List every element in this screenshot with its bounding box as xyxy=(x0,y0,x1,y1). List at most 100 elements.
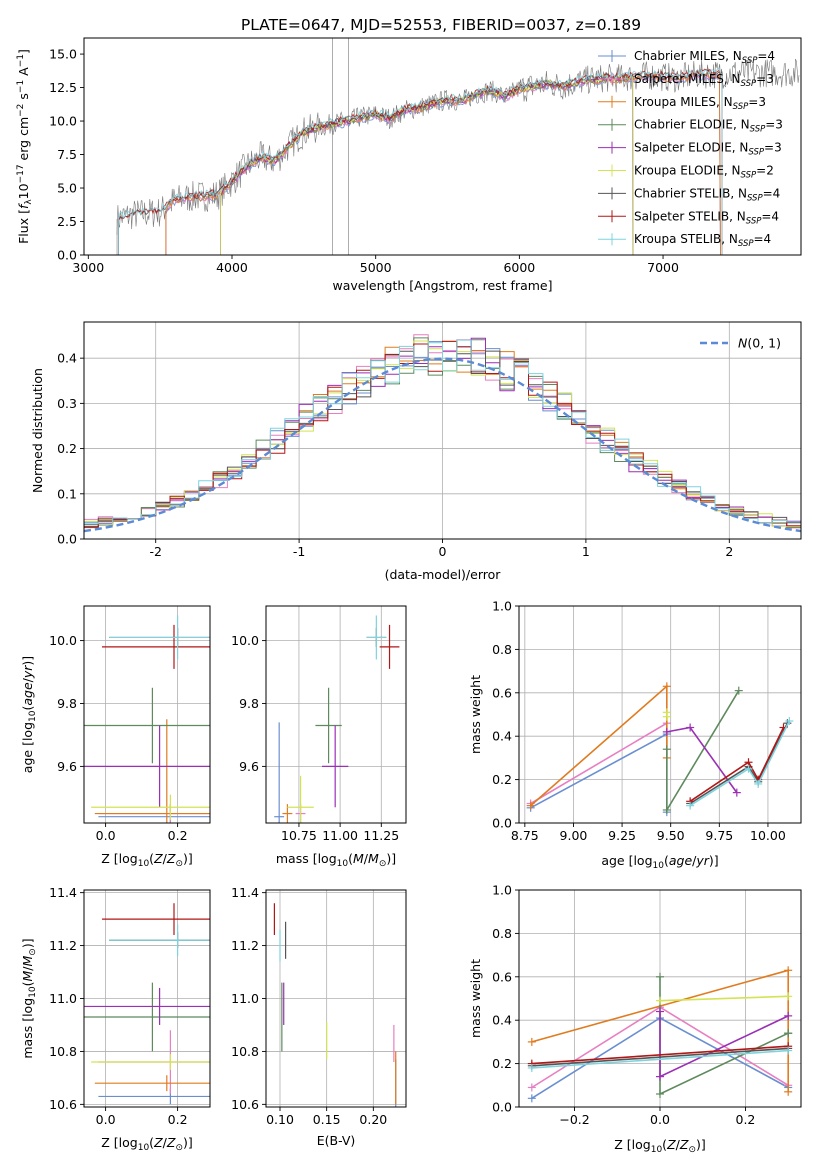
weights-salpeter-stelib xyxy=(527,1042,793,1068)
errorbar-salpeter-stelib xyxy=(102,903,210,935)
weight-line xyxy=(689,720,791,807)
label-part: 10 xyxy=(337,859,349,869)
label-part: 10 xyxy=(28,710,38,722)
label-part: −1 xyxy=(16,80,26,93)
errorbar-kroupa-miles xyxy=(94,1075,210,1092)
y-tick-label: 9.6 xyxy=(57,759,77,774)
x-tick-label: 0.2 xyxy=(168,1112,188,1127)
label-part: ⊙ xyxy=(28,948,38,956)
y-tick-label: 1.0 xyxy=(492,883,512,898)
label-part: M xyxy=(20,971,35,982)
y-tick-label: 0.8 xyxy=(492,926,512,941)
label-part: Z xyxy=(166,1135,176,1150)
x-tick-label: 8.75 xyxy=(511,828,539,843)
weights-kroupa-stelib xyxy=(527,1046,793,1072)
legend-entry: Kroupa MILES, NSSP=3 xyxy=(634,95,766,112)
errorbar-kroupa-stelib xyxy=(366,615,387,660)
label-part: )] xyxy=(183,1135,193,1150)
x-axis-label: Z [log10(Z/Z⊙)] xyxy=(101,1135,193,1153)
label-part: Z xyxy=(153,851,163,866)
label-part: M xyxy=(20,955,35,966)
y-tick-label: 0.1 xyxy=(57,486,77,501)
legend-entry: Kroupa ELODIE, NSSP=2 xyxy=(634,164,774,181)
x-tick-label: 11.25 xyxy=(363,828,399,843)
label-part: / xyxy=(163,851,168,866)
label-part: / xyxy=(20,966,35,971)
plot-area xyxy=(527,966,793,1103)
label-part: ( xyxy=(149,1135,154,1150)
y-tick-label: 7.5 xyxy=(57,147,77,162)
label-part: =3 xyxy=(764,141,782,155)
label-part: Z xyxy=(166,851,176,866)
label-part: =2 xyxy=(756,164,774,178)
plot-area xyxy=(274,615,400,823)
y-tick-label: 9.8 xyxy=(57,696,77,711)
label-part: erg cm xyxy=(16,117,31,165)
errorbar-chabrier-elodie xyxy=(315,687,342,764)
errorbar-chabrier-elodie xyxy=(84,687,210,764)
label-part: Chabrier STELIB, N xyxy=(634,186,747,200)
errorbar-kroupa-miles xyxy=(94,719,210,823)
y-tick-label: 12.5 xyxy=(49,80,77,95)
label-part: (0, 1) xyxy=(747,336,781,351)
label-part: SSP xyxy=(747,193,763,203)
label-part: Flux [ xyxy=(16,209,31,244)
label-part: 10 xyxy=(138,859,150,869)
figure-title: PLATE=0647, MJD=52553, FIBERID=0037, z=0… xyxy=(241,16,641,34)
x-axis-label: mass [log10(M/M⊙)] xyxy=(276,851,396,869)
label-part: =4 xyxy=(757,49,775,63)
label-part: =4 xyxy=(763,186,781,200)
y-axis-label: mass [log10(M/M⊙)] xyxy=(20,938,38,1058)
label-part: SSP xyxy=(750,125,766,135)
chart-age_vs_Z: 0.0 0.29.69.810.0Z [log10(Z/Z⊙)]age [log1… xyxy=(20,605,211,869)
label-part: Z xyxy=(679,1137,689,1152)
label-part: )] xyxy=(386,851,396,866)
chart-mass_vs_ebv: 0.10 0.15 0.20 10.6 10.8 11.0 11.2 11.4 E(B-V) xyxy=(231,885,407,1148)
errorbar-salpeter-stelib xyxy=(102,624,210,669)
label-part: mass [log xyxy=(20,998,35,1059)
y-tick-label: 11.2 xyxy=(49,938,77,953)
label-part: SSP xyxy=(733,102,749,112)
label-part: 10 xyxy=(138,1143,150,1153)
errorbar-kroupa-elodie xyxy=(287,775,314,823)
y-tick-label: 5.0 xyxy=(57,181,77,196)
label-part: Z [log xyxy=(614,1137,650,1152)
x-tick-label: 0.15 xyxy=(313,1112,341,1127)
weights-kroupa-elodie xyxy=(656,992,793,1005)
y-axis-label: Normed distribution xyxy=(30,368,45,493)
label-part: / xyxy=(163,1135,168,1150)
label-part: 10 xyxy=(651,1145,663,1155)
x-tick-label: 11.00 xyxy=(322,828,358,843)
weight-line xyxy=(689,727,785,802)
weight-line xyxy=(689,722,789,805)
label-part: yr xyxy=(20,665,35,679)
weights-salpeter-miles xyxy=(526,719,671,808)
x-tick-label: 10.00 xyxy=(750,828,786,843)
y-tick-label: 0.2 xyxy=(492,1056,512,1071)
y-axis-label: Flux [fλ10−17 erg cm−2 s−1 A−1] xyxy=(16,49,34,244)
label-part: 10 xyxy=(653,861,665,871)
axes-frame xyxy=(518,605,802,824)
weights-kroupa-elodie xyxy=(662,708,671,721)
y-tick-label: 11.2 xyxy=(231,938,259,953)
chart-weight_vs_age: 8.75 9.00 9.25 9.50 9.75 10.00 0.0 0.2 0.4 0.6 0.8… xyxy=(468,599,802,871)
label-part: age xyxy=(20,682,35,706)
chart-spectrum: 3000 4000 5000 6000 7000 0.0 2.5 5.0 7.5 10.0 12.5… xyxy=(16,37,802,293)
label-part: =3 xyxy=(756,72,774,86)
weights-chabrier-elodie xyxy=(662,686,743,814)
plot-area xyxy=(84,903,210,1105)
label-part: / xyxy=(20,677,35,682)
label-part: / xyxy=(364,851,369,866)
weights-chabrier-miles xyxy=(526,730,671,817)
chart-weight_vs_Z: −0.2 0.0 0.2 0.0 0.2 0.4 0.6 0.8 1.0 mass weight Z… xyxy=(468,883,802,1155)
errorbar-kroupa-elodie xyxy=(91,1054,210,1070)
label-part: SSP xyxy=(741,171,757,181)
x-tick-label: -1 xyxy=(293,544,305,559)
label-part: Salpeter MILES, N xyxy=(634,72,741,86)
chart-mass_vs_Z: 0.0 0.210.610.811.011.211.4Z [log10(Z/Z⊙)… xyxy=(20,885,211,1153)
axes-frame xyxy=(265,605,407,824)
label-part: Kroupa MILES, N xyxy=(634,95,733,109)
x-tick-label: 0.0 xyxy=(650,1112,670,1127)
plot-area xyxy=(84,615,210,823)
